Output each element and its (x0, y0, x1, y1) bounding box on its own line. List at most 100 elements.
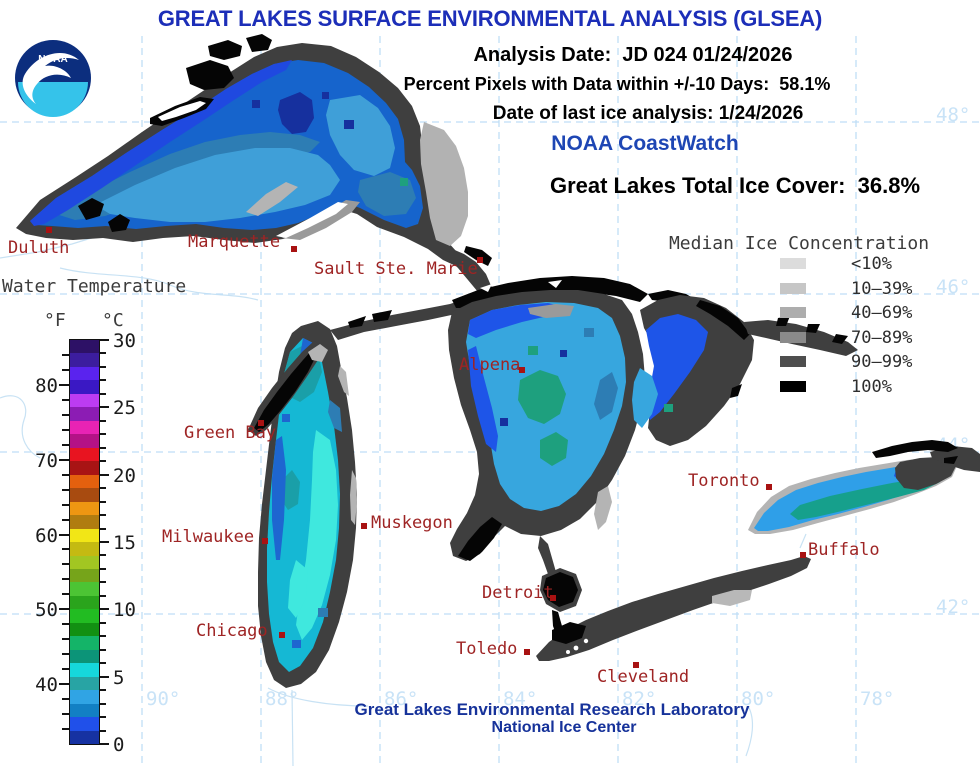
colorbar-segment (70, 380, 99, 394)
fahrenheit-tick (62, 488, 69, 491)
colorbar-segment (70, 703, 99, 718)
credit-line-2: National Ice Center (491, 719, 637, 736)
analysis-date: Analysis Date: JD 024 01/24/2026 (473, 44, 793, 66)
celsius-tick-label: 20 (113, 464, 136, 487)
celsius-tick (100, 446, 106, 449)
fahrenheit-tick-label: 50 (35, 599, 58, 622)
city-label: Marquette (188, 232, 281, 252)
fahrenheit-tick (62, 368, 69, 371)
lake-superior (16, 34, 471, 267)
celsius-tick (100, 419, 106, 422)
celsius-tick-label: 5 (113, 666, 125, 689)
fahrenheit-unit-label: °F (44, 310, 66, 331)
fahrenheit-tick-label: 40 (35, 674, 58, 697)
celsius-tick (100, 460, 106, 463)
city-label: Muskegon (371, 513, 453, 533)
fahrenheit-tick (62, 578, 69, 581)
coastwatch-label: NOAA CoastWatch (551, 132, 739, 155)
page-title: GREAT LAKES SURFACE ENVIRONMENTAL ANALYS… (157, 6, 823, 31)
celsius-tick (100, 702, 106, 705)
city-label: Chicago (196, 621, 268, 641)
colorbar-segment (70, 461, 99, 475)
ice-legend-label: 100% (851, 377, 892, 397)
colorbar-segment (70, 393, 99, 408)
colorbar-segment (70, 501, 99, 516)
ice-legend-label: 90–99% (851, 352, 913, 373)
city-marker (800, 552, 806, 558)
colorbar-segment (70, 663, 99, 677)
fahrenheit-tick (62, 623, 69, 626)
state-boundary-lines (0, 235, 807, 766)
lake-ontario (748, 440, 980, 534)
ice-legend-label: 10–39% (851, 278, 913, 299)
longitude-label: 84° (503, 688, 538, 710)
fahrenheit-tick (62, 443, 69, 446)
celsius-tick (100, 662, 106, 665)
celsius-tick (100, 621, 106, 624)
fahrenheit-tick (62, 668, 69, 671)
city-marker (524, 649, 530, 655)
colorbar-segment (70, 649, 99, 664)
city-marker (258, 420, 264, 426)
ice-legend-label: 40–69% (851, 303, 913, 324)
ice-legend-title: Median Ice Concentration (668, 233, 930, 254)
fahrenheit-tick (59, 458, 69, 461)
ice-legend-swatch (780, 282, 806, 294)
fahrenheit-tick (62, 563, 69, 566)
colorbar-segment (70, 622, 99, 637)
fahrenheit-tick (62, 473, 69, 476)
celsius-tick (100, 716, 106, 719)
longitude-label: 78° (860, 688, 895, 710)
city-marker (519, 367, 525, 373)
fahrenheit-tick (62, 638, 69, 641)
colorbar-segment (70, 340, 99, 354)
city-marker (550, 595, 556, 601)
fahrenheit-tick (59, 683, 69, 686)
fahrenheit-tick-label: 60 (35, 524, 58, 547)
fahrenheit-tick (62, 413, 69, 416)
city-label: Toronto (688, 471, 760, 491)
fahrenheit-tick (62, 548, 69, 551)
lake-erie (536, 556, 811, 661)
longitude-label: 90° (146, 688, 181, 710)
city-marker (279, 632, 285, 638)
colorbar-segment (70, 407, 99, 421)
celsius-tick-label: 0 (113, 734, 125, 756)
fahrenheit-tick (62, 713, 69, 716)
city-marker (262, 538, 268, 544)
colorbar-segment (70, 676, 99, 691)
colorbar-segment (70, 717, 99, 731)
celsius-tick-label: 10 (113, 599, 136, 622)
ice-legend-swatch (780, 356, 806, 368)
noaa-logo-text: NOAA (38, 54, 67, 65)
percent-pixels: Percent Pixels with Data within +/-10 Da… (403, 74, 831, 94)
city-label: Duluth (8, 238, 70, 258)
fahrenheit-tick (62, 518, 69, 521)
celsius-tick (100, 406, 109, 409)
city-label: Sault Ste. Marie (314, 259, 478, 279)
celsius-tick (100, 554, 106, 557)
celsius-tick (100, 514, 106, 517)
noaa-gull-icon (22, 52, 80, 104)
celsius-tick (100, 567, 106, 570)
total-ice-cover: Great Lakes Total Ice Cover: 36.8% (549, 173, 921, 198)
colorbar-segment (70, 595, 99, 610)
fahrenheit-tick (59, 533, 69, 536)
colorbar-segment (70, 488, 99, 502)
ice-legend-label: <10% (851, 254, 892, 274)
celsius-tick (100, 500, 106, 503)
city-label: Cleveland (597, 667, 690, 687)
city-marker (361, 523, 367, 529)
lake-huron (448, 290, 645, 574)
ice-legend-label: 70–89% (851, 327, 913, 348)
fahrenheit-tick-label: 70 (35, 449, 58, 472)
city-label: Toledo (456, 639, 518, 659)
celsius-unit-label: °C (102, 310, 124, 331)
colorbar-segment (70, 690, 99, 704)
celsius-tick (100, 365, 106, 368)
city-marker (477, 257, 483, 263)
fahrenheit-tick (62, 653, 69, 656)
